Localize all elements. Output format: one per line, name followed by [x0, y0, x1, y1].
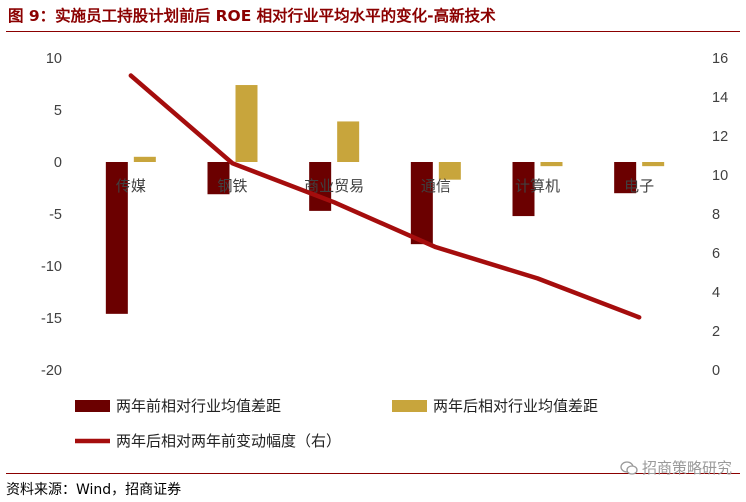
category-label: 商业贸易 [304, 177, 364, 195]
legend-swatch-before [75, 400, 110, 412]
right-tick-label: 0 [712, 363, 720, 379]
left-tick-label: -5 [49, 207, 62, 223]
bar-before [512, 162, 535, 217]
category-label: 传媒 [116, 177, 146, 195]
right-tick-label: 14 [712, 90, 728, 106]
chart-title: 图 9：实施员工持股计划前后 ROE 相对行业平均水平的变化-高新技术 [8, 7, 496, 25]
left-tick-label: -20 [41, 363, 62, 379]
right-tick-label: 10 [712, 168, 728, 184]
left-tick-label: -15 [41, 311, 62, 327]
left-tick-label: -10 [41, 259, 62, 275]
left-tick-label: 0 [54, 155, 62, 171]
bar-before [410, 162, 433, 245]
bar-after [133, 156, 156, 162]
line-series-change [128, 73, 642, 320]
right-tick-label: 12 [712, 129, 728, 145]
footer-rule [6, 473, 740, 474]
category-label: 通信 [421, 177, 451, 195]
left-tick-label: 5 [54, 103, 62, 119]
right-tick-label: 6 [712, 246, 720, 262]
category-label: 计算机 [515, 177, 560, 195]
right-tick-label: 4 [712, 285, 720, 301]
watermark-text: 招商策略研究 [641, 459, 732, 477]
bar-before [207, 162, 230, 195]
right-tick-label: 8 [712, 207, 720, 223]
bar-after [235, 85, 258, 162]
category-label: 钢铁 [217, 177, 247, 195]
watermark: 招商策略研究 [620, 457, 732, 478]
source-note: 资料来源：Wind，招商证券 [6, 482, 182, 498]
right-tick-label: 2 [712, 324, 720, 340]
wechat-icon [620, 460, 638, 475]
left-tick-label: 10 [46, 51, 62, 67]
category-label: 电子 [624, 177, 654, 195]
bar-after [540, 162, 563, 167]
bar-after [438, 162, 461, 180]
title-rule [6, 31, 740, 32]
bar-before [614, 162, 637, 194]
legend-swatch-after [392, 400, 427, 412]
legend-label-line: 两年后相对两年前变动幅度（右） [116, 432, 341, 450]
bar-after [642, 162, 665, 167]
legend-label-after: 两年后相对行业均值差距 [433, 397, 598, 415]
right-tick-label: 16 [712, 51, 728, 67]
bar-before [105, 162, 128, 314]
legend-label-before: 两年前相对行业均值差距 [116, 397, 281, 415]
bar-after [337, 121, 360, 162]
